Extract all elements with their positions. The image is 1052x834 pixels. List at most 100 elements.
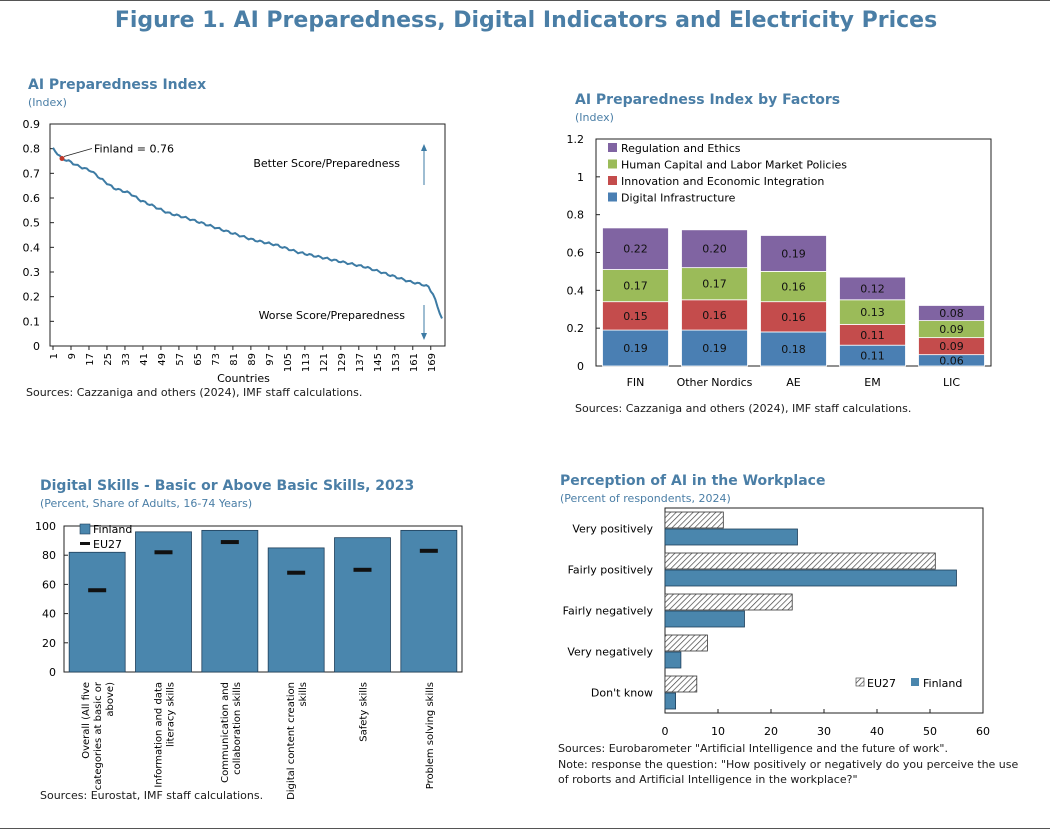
- y-tick-label: 40: [42, 608, 56, 621]
- category-label-line: Overall (All five: [81, 682, 92, 759]
- x-tick-label: 60: [976, 725, 990, 738]
- x-tick-label: 113: [301, 353, 312, 372]
- x-tick-label: 33: [121, 353, 132, 366]
- stacked-bar-segment: [681, 229, 748, 269]
- y-tick-label: 0.9: [23, 118, 41, 131]
- category-label: Don't know: [591, 687, 653, 700]
- finland-bar: [664, 610, 745, 628]
- y-tick-label: 100: [35, 520, 56, 533]
- stacked-bar-segment: [839, 276, 906, 301]
- x-tick-label: 137: [355, 353, 366, 372]
- legend-label: Innovation and Economic Integration: [621, 175, 824, 188]
- eu27-marker: [419, 548, 438, 553]
- legend-swatch: [608, 192, 617, 202]
- segment-value-label: 0.16: [781, 281, 806, 294]
- eu27-marker: [353, 567, 372, 572]
- plot-frame: [49, 123, 446, 347]
- category-label: Very positively: [572, 523, 653, 536]
- panel3-title: Digital Skills - Basic or Above Basic Sk…: [40, 478, 415, 494]
- panel4-subtitle: (Percent of respondents, 2024): [560, 492, 731, 505]
- category-label-line: skills: [298, 682, 309, 707]
- x-tick-label: 97: [265, 353, 276, 366]
- finland-bar: [664, 692, 677, 710]
- stacked-bar-segment: [602, 227, 669, 270]
- panel4-source: Sources: Eurobarometer "Artificial Intel…: [558, 742, 948, 755]
- finland-bar: [267, 547, 325, 673]
- legend-swatch: [608, 143, 617, 152]
- category-label: FIN: [627, 376, 645, 389]
- better-annotation: Better Score/Preparedness: [253, 157, 400, 170]
- category-label: LIC: [943, 376, 960, 389]
- segment-value-label: 0.16: [702, 309, 727, 322]
- segment-value-label: 0.17: [623, 280, 648, 293]
- eu27-bar: [664, 552, 936, 570]
- x-tick-label: 10: [711, 725, 725, 738]
- finland-bar: [400, 529, 458, 673]
- plot-frame: [63, 525, 463, 673]
- x-tick-label: 81: [229, 353, 240, 366]
- category-label-line: Safety skills: [359, 682, 370, 742]
- segment-value-label: 0.22: [623, 243, 648, 256]
- legend-label: Human Capital and Labor Market Policies: [621, 159, 847, 172]
- x-tick-label: 57: [175, 353, 186, 366]
- eu27-bar: [664, 593, 793, 611]
- y-tick-label: 0.1: [23, 315, 41, 328]
- finland-bar: [334, 537, 391, 673]
- legend-swatch-eu27: [80, 542, 90, 545]
- x-tick-label: 0: [662, 725, 669, 738]
- stacked-bar-segment: [681, 299, 748, 331]
- y-tick-label: 0: [33, 340, 40, 353]
- y-tick-label: 0.2: [567, 322, 585, 335]
- stacked-bar-segment: [602, 301, 669, 331]
- y-tick-label: 1: [577, 171, 584, 184]
- category-label: Fairly positively: [568, 564, 654, 577]
- category-label-line: collaboration skills: [232, 682, 243, 775]
- preparedness-line-chart: 0 0.1 0.2 0.3 0.4 0.5 0.6 0.7 0.8 0.9 1 9 17 25 33 41 49…: [23, 118, 446, 385]
- legend-label-finland: Finland: [923, 677, 962, 690]
- category-label-line: categories at basic or: [93, 681, 104, 790]
- y-tick-label: 0.6: [567, 247, 585, 260]
- y-tick-label: 0.8: [23, 143, 41, 156]
- category-label: Other Nordics: [677, 376, 753, 389]
- y-tick-label: 0.6: [23, 192, 41, 205]
- eu27-bar: [664, 511, 724, 529]
- y-tick-label: 0: [577, 360, 584, 373]
- segment-value-label: 0.19: [623, 342, 648, 355]
- x-tick-label: 9: [67, 353, 78, 359]
- eu27-marker: [154, 550, 173, 555]
- category-label: Very negatively: [567, 646, 653, 659]
- y-tick-label: 1.2: [567, 133, 585, 146]
- x-tick-label: 40: [870, 725, 884, 738]
- x-tick-label: 153: [391, 353, 402, 372]
- segment-value-label: 0.19: [781, 247, 806, 260]
- stacked-bar-segment: [760, 235, 827, 272]
- y-tick-label: 0: [49, 666, 56, 679]
- segment-value-label: 0.15: [623, 310, 648, 323]
- x-axis-label: Countries: [217, 372, 270, 385]
- x-tick-label: 50: [923, 725, 937, 738]
- segment-value-label: 0.12: [860, 282, 885, 295]
- x-tick-label: 145: [373, 353, 384, 372]
- category-label: EM: [864, 376, 880, 389]
- stacked-bar-segment: [602, 269, 669, 303]
- panel1-title: AI Preparedness Index: [28, 77, 207, 93]
- stacked-bar-segment: [918, 305, 985, 322]
- panel2-source: Sources: Cazzaniga and others (2024), IM…: [575, 402, 912, 415]
- panel3-subtitle: (Percent, Share of Adults, 16-74 Years): [40, 497, 253, 510]
- y-tick-label: 80: [42, 549, 56, 562]
- eu27-bar: [664, 634, 708, 652]
- x-tick-label: 20: [764, 725, 778, 738]
- eu27-bar: [664, 675, 698, 693]
- panel2-title: AI Preparedness Index by Factors: [575, 92, 841, 108]
- segment-value-label: 0.17: [702, 278, 727, 291]
- category-label-line: above): [105, 682, 116, 717]
- finland-bar: [664, 569, 957, 587]
- category-label-line: Digital content creation: [286, 682, 297, 800]
- panel2-subtitle: (Index): [575, 111, 614, 124]
- legend-label-eu27: EU27: [93, 538, 122, 551]
- better-arrowhead: [421, 144, 427, 151]
- stacked-bar-segment: [760, 271, 827, 303]
- y-tick-label: 0.4: [23, 241, 41, 254]
- worse-annotation: Worse Score/Preparedness: [259, 309, 406, 322]
